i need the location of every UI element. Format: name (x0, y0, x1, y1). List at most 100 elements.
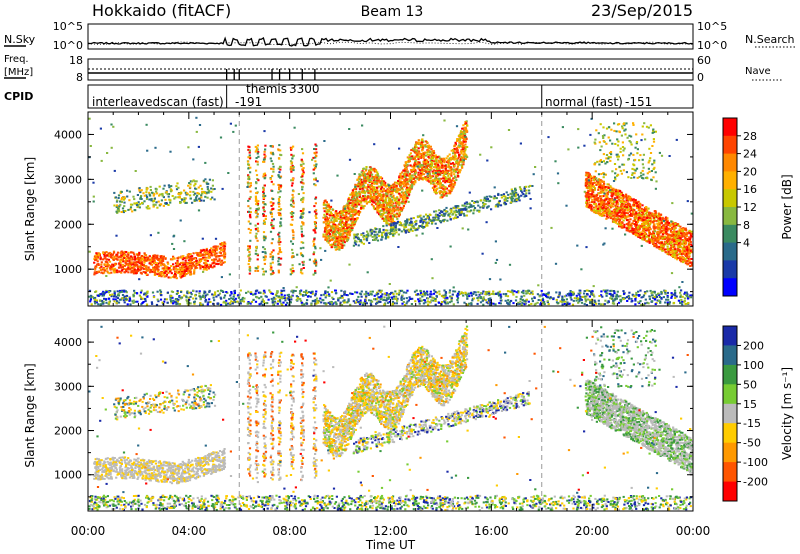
power-range-cell (421, 149, 424, 152)
power-range-cell (175, 265, 178, 268)
power-range-cell (486, 198, 489, 201)
power-range-cell (189, 255, 192, 258)
power-range-cell (196, 192, 199, 194)
power-range-cell (460, 208, 463, 211)
power-range-cell (336, 237, 339, 240)
noise-left-tick-low: 10^0 (53, 39, 83, 52)
power-range-cell (292, 196, 295, 199)
power-range-cell (202, 179, 205, 182)
power-range-cell (326, 203, 329, 206)
power-range-cell (161, 258, 164, 261)
power-range-cell (272, 165, 275, 168)
power-range-cell (404, 231, 407, 234)
power-range-cell (453, 211, 456, 214)
power-range-cell (394, 225, 397, 228)
power-range-cell (411, 155, 414, 158)
power-range-cell (119, 252, 122, 254)
power-range-cell (424, 145, 427, 148)
power-range-cell (248, 265, 251, 268)
power-range-cell (218, 258, 221, 261)
power-range-cell (262, 206, 265, 209)
power-range-cell (370, 180, 373, 183)
power-range-cell (215, 262, 218, 265)
power-range-cell (407, 171, 410, 174)
power-range-cell (368, 174, 371, 177)
power-range-cell (110, 264, 113, 267)
power-range-cell (299, 252, 303, 255)
power-range-cell (344, 235, 347, 238)
power-range-cell (426, 179, 429, 182)
power-range-cell (644, 229, 647, 232)
power-range-cell (434, 214, 437, 217)
power-range-cell (419, 165, 422, 168)
power-range-cell (406, 190, 409, 193)
power-range-cell (312, 229, 315, 232)
power-range-cell (262, 270, 265, 273)
power-range-cell (269, 145, 272, 147)
power-range-cell (264, 252, 267, 255)
power-range-cell (382, 210, 385, 213)
power-range-cell (425, 224, 428, 227)
power-range-cell (404, 223, 407, 226)
power-range-cell (378, 213, 381, 216)
power-range-cell (209, 264, 213, 267)
power-range-cell (399, 207, 402, 210)
power-range-cell (102, 258, 105, 261)
power-range-cell (374, 189, 377, 192)
power-range-cell (324, 229, 327, 232)
noise-right-label: N.Search (745, 33, 795, 46)
power-range-cell (264, 174, 267, 177)
power-range-cell (314, 227, 318, 230)
power-range-cell (107, 252, 110, 255)
power-range-cell (223, 255, 227, 258)
power-range-cell (353, 233, 356, 236)
power-range-cell (314, 231, 317, 234)
power-range-cell (376, 173, 379, 175)
power-range-cell (291, 218, 294, 221)
power-range-cell (142, 267, 145, 270)
power-range-cell (182, 263, 185, 266)
power-range-cell (223, 249, 226, 252)
power-range-cell (375, 195, 378, 198)
power-range-cell (271, 152, 274, 155)
power-range-cell (106, 261, 109, 264)
power-range-cell (438, 190, 441, 193)
power-range-cell (425, 178, 428, 181)
power-range-cell (127, 256, 130, 259)
power-range-cell (349, 199, 352, 202)
cpid-mode-id: -151 (625, 95, 652, 109)
power-range-cell (375, 169, 378, 172)
power-range-cell (200, 192, 204, 195)
power-range-cell (389, 210, 392, 213)
power-range-cell (431, 150, 434, 153)
power-range-cell (120, 200, 123, 203)
power-range-cell (408, 223, 412, 226)
power-range-cell (300, 230, 303, 233)
power-range-cell (257, 155, 260, 158)
power-range-cell (215, 252, 218, 255)
power-range-cell (300, 158, 303, 161)
power-range-cell (199, 267, 202, 270)
power-range-cell (139, 197, 142, 200)
power-range-cell (159, 193, 162, 196)
power-range-cell (446, 192, 449, 195)
power-range-cell (272, 183, 275, 186)
power-range-cell (515, 193, 518, 196)
power-range-cell (300, 216, 303, 219)
power-range-cell (426, 175, 429, 178)
power-range-cell (647, 207, 650, 210)
power-range-cell (384, 196, 387, 199)
power-range-cell (609, 206, 612, 209)
power-range-cell (455, 179, 458, 181)
power-range-cell (447, 213, 450, 216)
power-range-cell (94, 265, 97, 268)
power-range-cell (292, 231, 295, 234)
power-range-cell (140, 195, 143, 197)
power-range-cell (152, 194, 155, 197)
power-range-cell (302, 162, 305, 165)
power-range-cell (630, 212, 633, 215)
power-range-cell (169, 268, 172, 271)
power-range-cell (370, 196, 373, 199)
power-range-cell (128, 190, 131, 193)
power-range-cell (117, 270, 120, 273)
